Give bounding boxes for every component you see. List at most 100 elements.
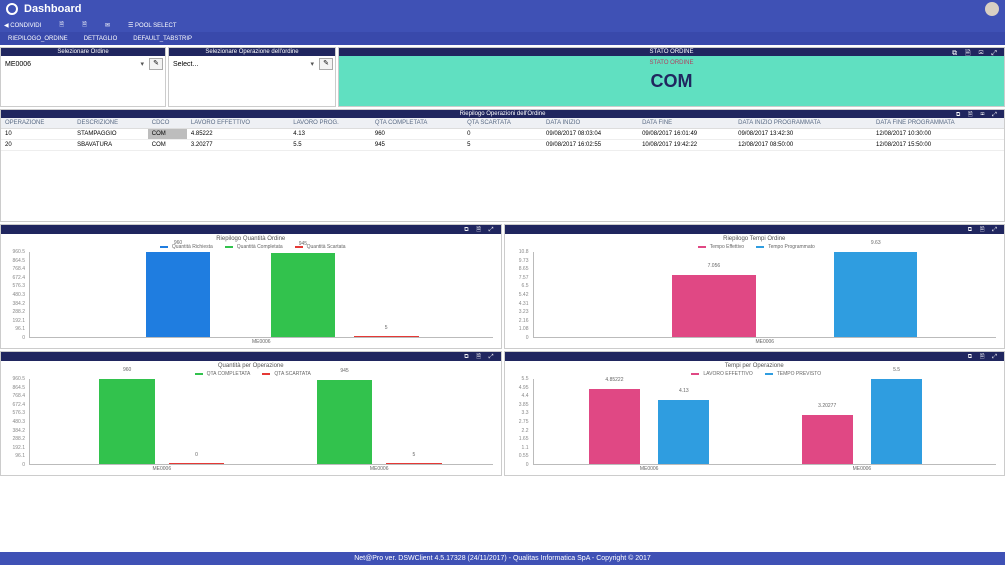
toolbar-condividi[interactable]: ◀ CONDIVIDI (4, 22, 41, 29)
y-axis: 00.551.11.652.22.753.33.854.44.955.5 (507, 379, 531, 465)
chart-bar (871, 379, 922, 464)
table-cell: 09/08/2017 16:01:49 (638, 129, 734, 140)
chart-bar (271, 253, 336, 337)
chart-plot: 096.1192.1288.2384.2480.3576.3672.4768.4… (29, 252, 493, 338)
table-header[interactable]: QTA SCARTATA (463, 118, 542, 129)
table-header[interactable]: DATA INIZIO PROGRAMMATA (734, 118, 872, 129)
table-header[interactable]: QTA COMPLETATA (371, 118, 463, 129)
x-axis-label: ME0006 (252, 339, 271, 345)
operation-edit-button[interactable]: ✎ (319, 58, 333, 70)
chart-bar (658, 400, 709, 464)
tab-riepilogo_ordine[interactable]: RIEPILOGO_ORDINE (0, 34, 76, 44)
toolbar-doc1[interactable]: 🗎 (59, 20, 64, 30)
chart-value-label: 7.056 (708, 263, 721, 269)
chart-scrap-line (169, 463, 225, 464)
table-cell: STAMPAGGIO (73, 129, 148, 140)
panel-action-icons[interactable]: ⧉ 🗎 ⤢ (464, 225, 496, 235)
x-axis-label: ME0006 (370, 466, 389, 472)
order-status-header: STATO ORDINE ⧉ 🗎 ✉ ⤢ (339, 48, 1004, 56)
table-header[interactable]: LAVORO PROG. (289, 118, 371, 129)
operation-select-input[interactable] (171, 60, 307, 69)
panel-action-icons[interactable]: ⧉ 🗎 ✉ ⤢ (956, 110, 1000, 120)
topbar: Dashboard ◀ CONDIVIDI 🗎 🗎 ✉ ☰ POOL SELECT RI… (0, 0, 1005, 45)
table-cell: COM (148, 129, 187, 140)
chart-title: Riepilogo Tempi Ordine (505, 234, 1005, 244)
operation-selector: Selezionare Operazione dell'ordine ▾ ✎ (168, 47, 336, 107)
x-axis-label: ME0006 (853, 466, 872, 472)
order-selector: Selezionare Ordine ▾ ✎ (0, 47, 166, 107)
order-status-panel: STATO ORDINE ⧉ 🗎 ✉ ⤢ STATO ORDINE COM (338, 47, 1005, 107)
table-header[interactable]: DESCRIZIONE (73, 118, 148, 129)
table-header[interactable]: LAVORO EFFETTIVO (187, 118, 289, 129)
table-cell: 0 (463, 129, 542, 140)
chart-legend: Tempo EffettivoTempo Programmato (505, 244, 1005, 250)
chart-plot: 01.082.163.234.315.426.57.578.659.7310.8… (533, 252, 997, 338)
chart-legend: QTA COMPLETATAQTA SCARTATA (1, 371, 501, 377)
chart-bar (589, 389, 640, 464)
chart-time-op: ⧉ 🗎 ⤢Tempi per OperazioneLAVORO EFFETTIV… (504, 351, 1005, 476)
chart-time-order: ⧉ 🗎 ⤢Riepilogo Tempi OrdineTempo Effetti… (504, 224, 1005, 349)
table-cell: COM (148, 140, 187, 151)
table-cell: 5 (463, 140, 542, 151)
toolbar-doc2[interactable]: 🗎 (82, 20, 87, 30)
caret-down-icon[interactable]: ▾ (307, 60, 317, 68)
chart-bar (317, 380, 373, 464)
order-select-input[interactable] (3, 60, 137, 69)
chart-value-label: 960 (174, 240, 182, 246)
x-axis-label: ME0006 (755, 339, 774, 345)
table-cell: 4.13 (289, 129, 371, 140)
order-status-value: COM (651, 71, 693, 92)
chart-value-label: 5 (412, 452, 415, 458)
chart-scrap-line (354, 336, 419, 337)
y-axis: 01.082.163.234.315.426.57.578.659.7310.8 (507, 252, 531, 338)
chart-scrap-line (386, 463, 442, 464)
chart-value-label: 3.20277 (818, 403, 836, 409)
chart-plot: 00.551.11.652.22.753.33.854.44.955.54.85… (533, 379, 997, 465)
chart-qty-op: ⧉ 🗎 ⤢Quantità per OperazioneQTA COMPLETA… (0, 351, 502, 476)
chart-value-label: 945 (299, 241, 307, 247)
order-edit-button[interactable]: ✎ (149, 58, 163, 70)
chart-value-label: 960 (123, 367, 131, 373)
table-cell: 4.85222 (187, 129, 289, 140)
chart-bar (802, 415, 853, 464)
y-axis: 096.1192.1288.2384.2480.3576.3672.4768.4… (3, 379, 27, 465)
avatar[interactable] (985, 2, 999, 16)
table-row[interactable]: 20SBAVATURACOM3.202775.5945509/08/2017 1… (1, 140, 1004, 151)
x-axis-label: ME0006 (640, 466, 659, 472)
panel-action-icons[interactable]: ⧉ 🗎 ⤢ (968, 352, 1000, 362)
operation-selector-header: Selezionare Operazione dell'ordine (169, 48, 335, 56)
table-header[interactable]: DATA INIZIO (542, 118, 638, 129)
tab-dettaglio[interactable]: DETTAGLIO (76, 34, 126, 44)
chart-legend: Quantità RichiestaQuantità CompletataQua… (1, 244, 501, 250)
page-title: Dashboard (24, 3, 81, 15)
app-logo-icon (6, 3, 18, 15)
chart-grid: ⧉ 🗎 ⤢Riepilogo Quantità OrdineQuantità R… (0, 224, 1005, 476)
table-header[interactable]: DATA FINE (638, 118, 734, 129)
table-cell: 12/08/2017 10:30:00 (872, 129, 1004, 140)
table-header[interactable]: CDCO (148, 118, 187, 129)
table-row[interactable]: 10STAMPAGGIOCOM4.852224.13960009/08/2017… (1, 129, 1004, 140)
caret-down-icon[interactable]: ▾ (137, 60, 147, 68)
table-cell: 960 (371, 129, 463, 140)
table-cell: 09/08/2017 08:03:04 (542, 129, 638, 140)
toolbar-pool[interactable]: ☰ POOL SELECT (128, 22, 177, 29)
chart-value-label: 4.85222 (605, 377, 623, 383)
footer: Net@Pro ver. DSWClient 4.5.17328 (24/11/… (0, 552, 1005, 565)
chart-value-label: 4.13 (679, 388, 689, 394)
chart-plot: 096.1192.1288.2384.2480.3576.3672.4768.4… (29, 379, 493, 465)
table-cell: 10 (1, 129, 73, 140)
tab-default_tabstrip[interactable]: DEFAULT_TABSTRIP (125, 34, 200, 44)
table-cell: 945 (371, 140, 463, 151)
toolbar-mail[interactable]: ✉ (105, 22, 110, 29)
table-header[interactable]: OPERAZIONE (1, 118, 73, 129)
order-selector-header: Selezionare Ordine (1, 48, 165, 56)
panel-action-icons[interactable]: ⧉ 🗎 ⤢ (464, 352, 496, 362)
table-cell: 09/08/2017 16:02:55 (542, 140, 638, 151)
panel-action-icons[interactable]: ⧉ 🗎 ⤢ (968, 225, 1000, 235)
table-cell: 3.20277 (187, 140, 289, 151)
toolbar: ◀ CONDIVIDI 🗎 🗎 ✉ ☰ POOL SELECT (0, 18, 1005, 32)
chart-bar (99, 379, 155, 464)
tabbar: RIEPILOGO_ORDINEDETTAGLIODEFAULT_TABSTRI… (0, 32, 1005, 45)
chart-title: Quantità per Operazione (1, 361, 501, 371)
table-cell: 10/08/2017 19:42:22 (638, 140, 734, 151)
